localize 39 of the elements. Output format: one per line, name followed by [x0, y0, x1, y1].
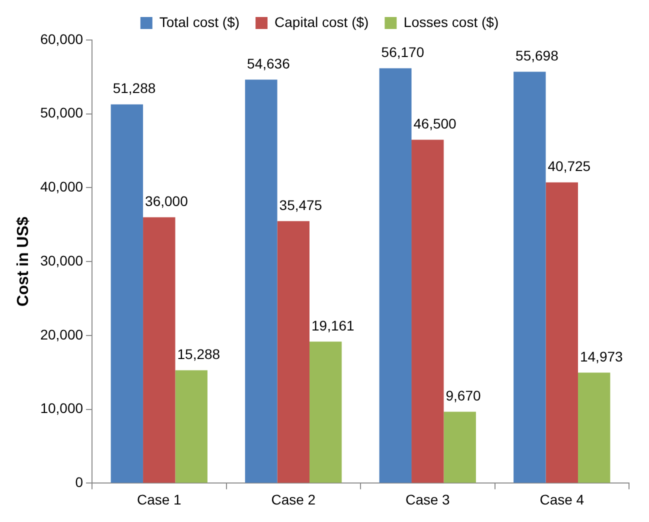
data-label: 15,288: [177, 346, 220, 362]
data-label: 55,698: [516, 48, 559, 64]
data-label: 9,670: [446, 388, 481, 404]
bar: [245, 80, 278, 483]
y-tick-label: 10,000: [40, 400, 84, 416]
data-label: 56,170: [381, 44, 424, 60]
bar: [578, 372, 610, 483]
data-label: 14,973: [580, 348, 624, 364]
bar: [309, 342, 342, 483]
y-axis-title: Cost in US$: [15, 216, 32, 306]
data-label: 54,636: [247, 55, 290, 72]
y-tick-label: 20,000: [40, 326, 84, 342]
legend-label: Total cost ($): [159, 14, 240, 30]
data-label: 46,500: [414, 116, 457, 132]
bar: [412, 140, 444, 483]
bar: [514, 72, 546, 483]
y-tick-label: 0: [75, 474, 84, 490]
x-tick-label: Case 3: [405, 491, 450, 508]
data-label: 36,000: [145, 193, 188, 210]
x-tick-label: Case 4: [540, 491, 584, 508]
y-tick-label: 50,000: [40, 104, 84, 121]
data-label: 35,475: [279, 197, 322, 214]
data-label: 51,288: [112, 80, 156, 96]
y-tick-label: 60,000: [40, 30, 84, 47]
legend-label: Losses cost ($): [404, 14, 499, 30]
y-tick-label: 30,000: [40, 252, 84, 268]
bar: [379, 68, 412, 483]
y-tick-label: 40,000: [40, 178, 84, 195]
bar: [110, 104, 144, 483]
bar: [175, 370, 208, 483]
data-label: 40,725: [548, 158, 591, 174]
bar: [277, 221, 310, 483]
legend-label: Capital cost ($): [274, 14, 369, 30]
x-tick-label: Case 1: [136, 491, 182, 508]
bar: [546, 182, 578, 483]
bar: [143, 217, 176, 483]
x-tick-label: Case 2: [271, 491, 316, 508]
data-label: 19,161: [311, 318, 355, 334]
bar: [444, 412, 476, 483]
